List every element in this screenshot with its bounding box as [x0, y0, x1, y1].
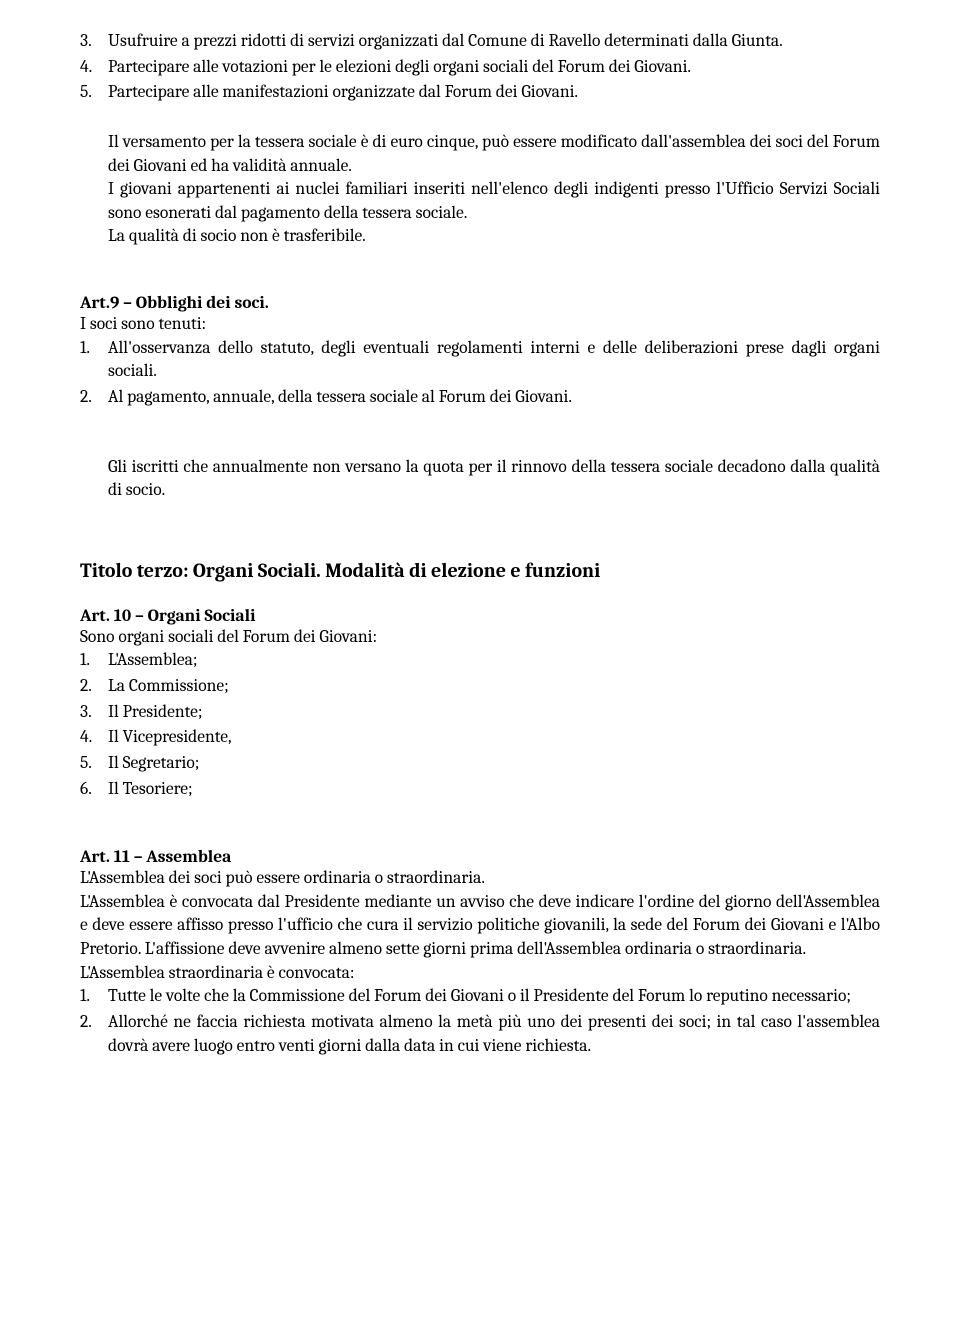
list-item: 1. L'Assemblea;	[80, 649, 880, 673]
article-10-list: 1. L'Assemblea; 2. La Commissione; 3. Il…	[80, 649, 880, 801]
article-9-after-paragraph: Gli iscritti che annualmente non versano…	[108, 456, 880, 503]
article-11-p1: L'Assemblea dei soci può essere ordinari…	[80, 867, 880, 891]
list-number: 3.	[80, 701, 108, 725]
list-item: 3. Usufruire a prezzi ridotti di servizi…	[80, 30, 880, 54]
list-number: 1.	[80, 337, 108, 384]
list-item: 2. La Commissione;	[80, 675, 880, 699]
list-number: 1.	[80, 985, 108, 1009]
article-9-list: 1. All'osservanza dello statuto, degli e…	[80, 337, 880, 410]
article-11-list: 1. Tutte le volte che la Commissione del…	[80, 985, 880, 1058]
list-text: Il Tesoriere;	[108, 778, 880, 802]
article-11-p2: L'Assemblea è convocata dal Presidente m…	[80, 891, 880, 962]
versamento-paragraph: La qualità di socio non è trasferibile.	[108, 225, 880, 249]
list-item: 1. All'osservanza dello statuto, degli e…	[80, 337, 880, 384]
article-9-intro: I soci sono tenuti:	[80, 313, 880, 337]
list-text: Il Segretario;	[108, 752, 880, 776]
versamento-paragraph: Il versamento per la tessera sociale è d…	[108, 131, 880, 178]
list-number: 4.	[80, 56, 108, 80]
list-item: 5. Partecipare alle manifestazioni organ…	[80, 81, 880, 105]
body-text: Il versamento per la tessera sociale è d…	[108, 132, 880, 176]
list-number: 2.	[80, 1011, 108, 1058]
list-text: Al pagamento, annuale, della tessera soc…	[108, 386, 880, 410]
list-text: Tutte le volte che la Commissione del Fo…	[108, 985, 880, 1009]
list-item: 5. Il Segretario;	[80, 752, 880, 776]
list-text: Allorché ne faccia richiesta motivata al…	[108, 1011, 880, 1058]
list-item: 3. Il Presidente;	[80, 701, 880, 725]
body-text: I giovani appartenenti ai nuclei familia…	[108, 179, 880, 223]
article-11-p3: L'Assemblea straordinaria è convocata:	[80, 962, 880, 986]
list-item: 2. Al pagamento, annuale, della tessera …	[80, 386, 880, 410]
list-item: 4. Partecipare alle votazioni per le ele…	[80, 56, 880, 80]
list-number: 2.	[80, 675, 108, 699]
title-3-heading: Titolo terzo: Organi Sociali. Modalità d…	[80, 559, 880, 582]
list-item: 6. Il Tesoriere;	[80, 778, 880, 802]
body-text: La qualità di socio non è trasferibile.	[108, 226, 366, 246]
list-text: Partecipare alle votazioni per le elezio…	[108, 56, 880, 80]
article-9-heading: Art.9 – Obblighi dei soci.	[80, 293, 880, 313]
list-number: 5.	[80, 81, 108, 105]
list-text: Usufruire a prezzi ridotti di servizi or…	[108, 30, 880, 54]
list-text: All'osservanza dello statuto, degli even…	[108, 337, 880, 384]
article-11-heading: Art. 11 – Assemblea	[80, 847, 880, 867]
list-text: Partecipare alle manifestazioni organizz…	[108, 81, 880, 105]
list-number: 2.	[80, 386, 108, 410]
list-number: 4.	[80, 726, 108, 750]
list-number: 1.	[80, 649, 108, 673]
list-item: 2. Allorché ne faccia richiesta motivata…	[80, 1011, 880, 1058]
article-10-intro: Sono organi sociali del Forum dei Giovan…	[80, 626, 880, 650]
list-number: 5.	[80, 752, 108, 776]
document-page: 3. Usufruire a prezzi ridotti di servizi…	[0, 0, 960, 1100]
article-10-heading: Art. 10 – Organi Sociali	[80, 606, 880, 626]
top-list: 3. Usufruire a prezzi ridotti di servizi…	[80, 30, 880, 105]
list-number: 6.	[80, 778, 108, 802]
list-item: 4. Il Vicepresidente,	[80, 726, 880, 750]
list-number: 3.	[80, 30, 108, 54]
list-text: Il Vicepresidente,	[108, 726, 880, 750]
list-item: 1. Tutte le volte che la Commissione del…	[80, 985, 880, 1009]
versamento-paragraph: I giovani appartenenti ai nuclei familia…	[108, 178, 880, 225]
list-text: La Commissione;	[108, 675, 880, 699]
list-text: Il Presidente;	[108, 701, 880, 725]
body-text: Gli iscritti che annualmente non versano…	[108, 457, 880, 501]
list-text: L'Assemblea;	[108, 649, 880, 673]
